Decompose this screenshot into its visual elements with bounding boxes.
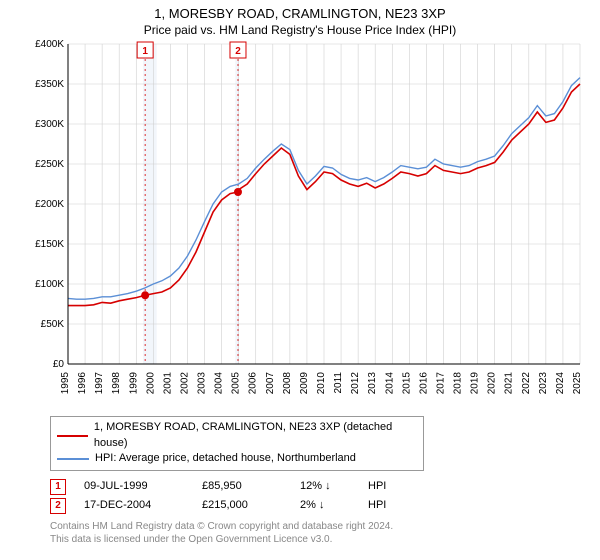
footer-licence: This data is licensed under the Open Gov… [50,533,592,546]
svg-text:2013: 2013 [367,372,378,395]
svg-text:1998: 1998 [111,372,122,395]
sale-price-2: £215,000 [202,496,282,516]
svg-text:2023: 2023 [538,372,549,395]
sale-price-1: £85,950 [202,477,282,497]
legend-label-hpi: HPI: Average price, detached house, Nort… [95,451,356,466]
svg-text:2014: 2014 [384,372,395,395]
legend: 1, MORESBY ROAD, CRAMLINGTON, NE23 3XP (… [50,416,424,470]
svg-text:1996: 1996 [77,372,88,395]
svg-text:£50K: £50K [41,319,65,330]
footer-copyright: Contains HM Land Registry data © Crown c… [50,520,592,533]
svg-text:£100K: £100K [35,279,64,290]
sales-table: 1 09-JUL-1999 £85,950 12% ↓ HPI 2 17-DEC… [50,477,592,517]
svg-text:£150K: £150K [35,239,64,250]
sale-delta-2: 2% ↓ [300,496,350,516]
sale-delta-label-2: HPI [368,496,386,516]
legend-item-property: 1, MORESBY ROAD, CRAMLINGTON, NE23 3XP (… [57,420,417,451]
svg-text:£250K: £250K [35,159,64,170]
svg-text:2009: 2009 [299,372,310,395]
legend-item-hpi: HPI: Average price, detached house, Nort… [57,451,417,466]
svg-text:2003: 2003 [197,372,208,395]
svg-text:2010: 2010 [316,372,327,395]
svg-text:1999: 1999 [128,372,139,395]
sale-marker-2: 2 [50,498,66,514]
svg-text:2024: 2024 [555,372,566,395]
svg-text:1: 1 [142,46,148,57]
sale-row-1: 1 09-JUL-1999 £85,950 12% ↓ HPI [50,477,592,497]
chart-subtitle: Price paid vs. HM Land Registry's House … [8,23,592,39]
svg-text:2006: 2006 [248,372,259,395]
svg-text:2021: 2021 [504,372,515,395]
price-chart: £0 £50K £100K £150K £200K £250K £300K £350K £400… [26,40,586,410]
svg-text:£350K: £350K [35,79,64,90]
svg-text:2001: 2001 [162,372,173,395]
svg-text:2002: 2002 [179,372,190,395]
legend-label-property: 1, MORESBY ROAD, CRAMLINGTON, NE23 3XP (… [94,420,417,451]
svg-text:2017: 2017 [435,372,446,395]
svg-text:1997: 1997 [94,372,105,395]
svg-text:2025: 2025 [572,372,583,395]
svg-text:2: 2 [235,46,241,57]
sale-date-2: 17-DEC-2004 [84,496,184,516]
svg-text:2018: 2018 [453,372,464,395]
svg-text:£200K: £200K [35,199,64,210]
svg-text:2016: 2016 [418,372,429,395]
chart-title: 1, MORESBY ROAD, CRAMLINGTON, NE23 3XP [8,6,592,23]
sale-marker-1: 1 [50,479,66,495]
svg-text:2019: 2019 [470,372,481,395]
svg-text:2008: 2008 [282,372,293,395]
svg-text:£300K: £300K [35,119,64,130]
svg-text:2007: 2007 [265,372,276,395]
svg-text:2020: 2020 [487,372,498,395]
svg-text:£400K: £400K [35,40,64,50]
legend-swatch-hpi [57,458,89,460]
sale-date-1: 09-JUL-1999 [84,477,184,497]
svg-text:1995: 1995 [60,372,71,395]
sale-delta-label-1: HPI [368,477,386,497]
svg-text:2004: 2004 [214,372,225,395]
svg-text:2000: 2000 [145,372,156,395]
svg-text:2011: 2011 [333,372,344,394]
svg-text:2005: 2005 [231,372,242,395]
sale-row-2: 2 17-DEC-2004 £215,000 2% ↓ HPI [50,496,592,516]
sale-delta-1: 12% ↓ [300,477,350,497]
svg-text:£0: £0 [53,359,65,370]
svg-text:2015: 2015 [401,372,412,395]
legend-swatch-property [57,435,88,437]
svg-text:2022: 2022 [521,372,532,395]
svg-text:2012: 2012 [350,372,361,395]
